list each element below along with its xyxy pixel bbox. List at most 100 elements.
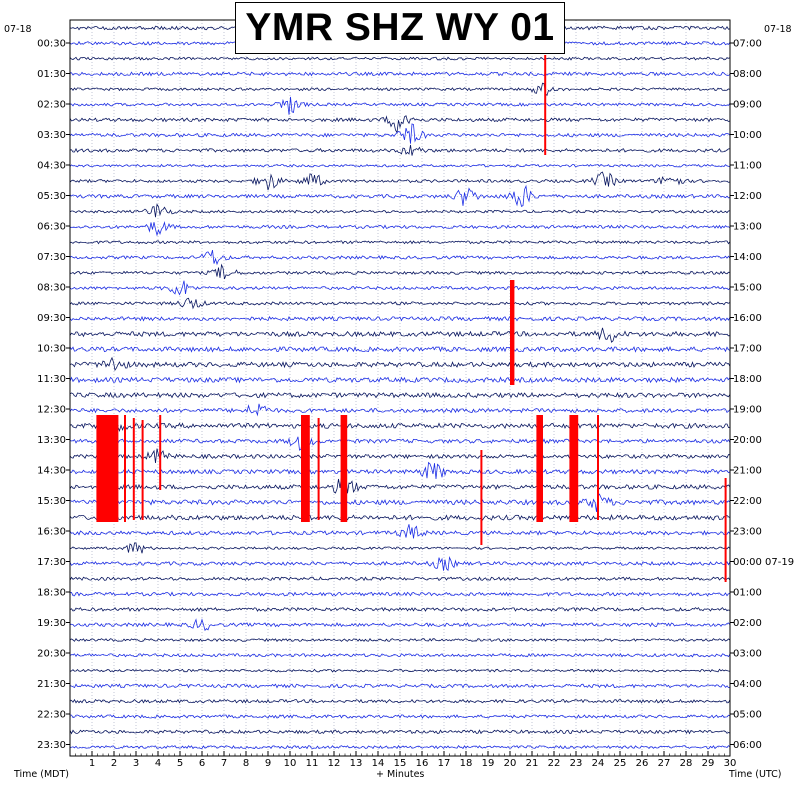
clipped-block [536, 415, 543, 522]
trace-row [69, 668, 731, 673]
right-time-label: 17:00 [733, 344, 762, 355]
trace-row [69, 184, 731, 207]
left-time-label: 19:30 [37, 618, 66, 629]
left-time-label: 22:30 [37, 710, 66, 721]
trace-row [69, 356, 731, 372]
trace-row [69, 606, 731, 613]
right-time-label: 22:00 [733, 496, 762, 507]
x-tick-label: 5 [177, 758, 183, 769]
x-tick-label: 27 [658, 758, 671, 769]
clipped-block [569, 415, 579, 522]
x-tick-label: 25 [614, 758, 627, 769]
x-tick-label: 30 [724, 758, 737, 769]
trace-row [69, 249, 731, 266]
left-time-label: 08:30 [37, 283, 66, 294]
clipped-block [510, 280, 515, 385]
x-tick-label: 22 [548, 758, 561, 769]
trace-row [69, 493, 731, 513]
seismic-traces [69, 25, 731, 750]
trace-row [69, 203, 731, 218]
right-time-label: 10:00 [733, 130, 762, 141]
clipped-signals [96, 55, 727, 582]
x-tick-label: 7 [221, 758, 227, 769]
x-tick-label: 21 [526, 758, 539, 769]
trace-row [69, 556, 731, 572]
right-time-label: 23:00 [733, 527, 762, 538]
x-tick-label: 6 [199, 758, 205, 769]
left-axis-caption: Time (MDT) [13, 769, 69, 780]
right-time-label: 05:00 [733, 710, 762, 721]
trace-row [69, 221, 731, 237]
trace-row [69, 683, 731, 689]
x-tick-label: 12 [328, 758, 341, 769]
left-time-label: 16:30 [37, 527, 66, 538]
right-time-label: 08:00 [733, 69, 762, 80]
right-time-label: 06:00 [733, 740, 762, 751]
chart-title-box: YMR SHZ WY 01 [235, 2, 565, 54]
x-tick-label: 28 [680, 758, 693, 769]
x-tick-label: 2 [111, 758, 117, 769]
trace-row [69, 115, 731, 134]
left-time-label: 04:30 [37, 161, 66, 172]
trace-row [69, 435, 731, 451]
left-time-label: 11:30 [37, 374, 66, 385]
left-time-label: 10:30 [37, 344, 66, 355]
trace-row [69, 542, 731, 554]
x-tick-label: 8 [243, 758, 249, 769]
trace-row [69, 591, 731, 597]
trace-row [69, 391, 731, 399]
trace-row [69, 638, 731, 642]
trace-row [69, 744, 731, 750]
right-time-label: 01:00 [733, 588, 762, 599]
right-time-label: 03:00 [733, 649, 762, 660]
right-time-label: 13:00 [733, 222, 762, 233]
trace-row [69, 123, 731, 144]
trace-row [69, 144, 731, 156]
left-time-label: 02:30 [37, 100, 66, 111]
trace-row [69, 461, 731, 480]
x-tick-label: 29 [702, 758, 715, 769]
trace-row [69, 171, 731, 191]
x-tick-label: 24 [592, 758, 605, 769]
x-tick-label: 20 [504, 758, 517, 769]
left-time-label: 15:30 [37, 496, 66, 507]
left-time-label: 05:30 [37, 191, 66, 202]
x-tick-label: 15 [394, 758, 407, 769]
left-time-label: 13:30 [37, 435, 66, 446]
trace-row [69, 653, 731, 658]
left-time-label: 14:30 [37, 466, 66, 477]
left-time-label: 00:30 [37, 39, 66, 50]
trace-row [69, 56, 731, 61]
trace-row [70, 71, 731, 77]
trace-row [69, 403, 731, 417]
left-time-label: 06:30 [37, 222, 66, 233]
x-tick-label: 1 [89, 758, 95, 769]
clipped-block [340, 415, 348, 522]
x-tick-label: 10 [284, 758, 297, 769]
x-tick-label: 18 [460, 758, 473, 769]
trace-row [69, 280, 731, 296]
x-tick-label: 4 [155, 758, 161, 769]
trace-row [69, 415, 731, 436]
trace-row [69, 240, 731, 245]
right-time-label: 04:00 [733, 679, 762, 690]
left-time-label: 09:30 [37, 313, 66, 324]
right-time-label: 12:00 [733, 191, 762, 202]
date-left: 07-18 [4, 24, 32, 35]
trace-row [69, 263, 730, 280]
right-time-label: 09:00 [733, 100, 762, 111]
trace-row [69, 345, 731, 353]
x-tick-label: 17 [438, 758, 451, 769]
right-time-label: 14:00 [733, 252, 762, 263]
left-time-label: 23:30 [37, 740, 66, 751]
x-tick-label: 13 [350, 758, 363, 769]
trace-row [69, 524, 731, 539]
trace-row [69, 163, 731, 168]
right-time-label: 21:00 [733, 466, 762, 477]
left-time-label: 20:30 [37, 649, 66, 660]
trace-row [69, 448, 731, 463]
trace-row [69, 714, 731, 719]
left-time-label: 07:30 [37, 252, 66, 263]
